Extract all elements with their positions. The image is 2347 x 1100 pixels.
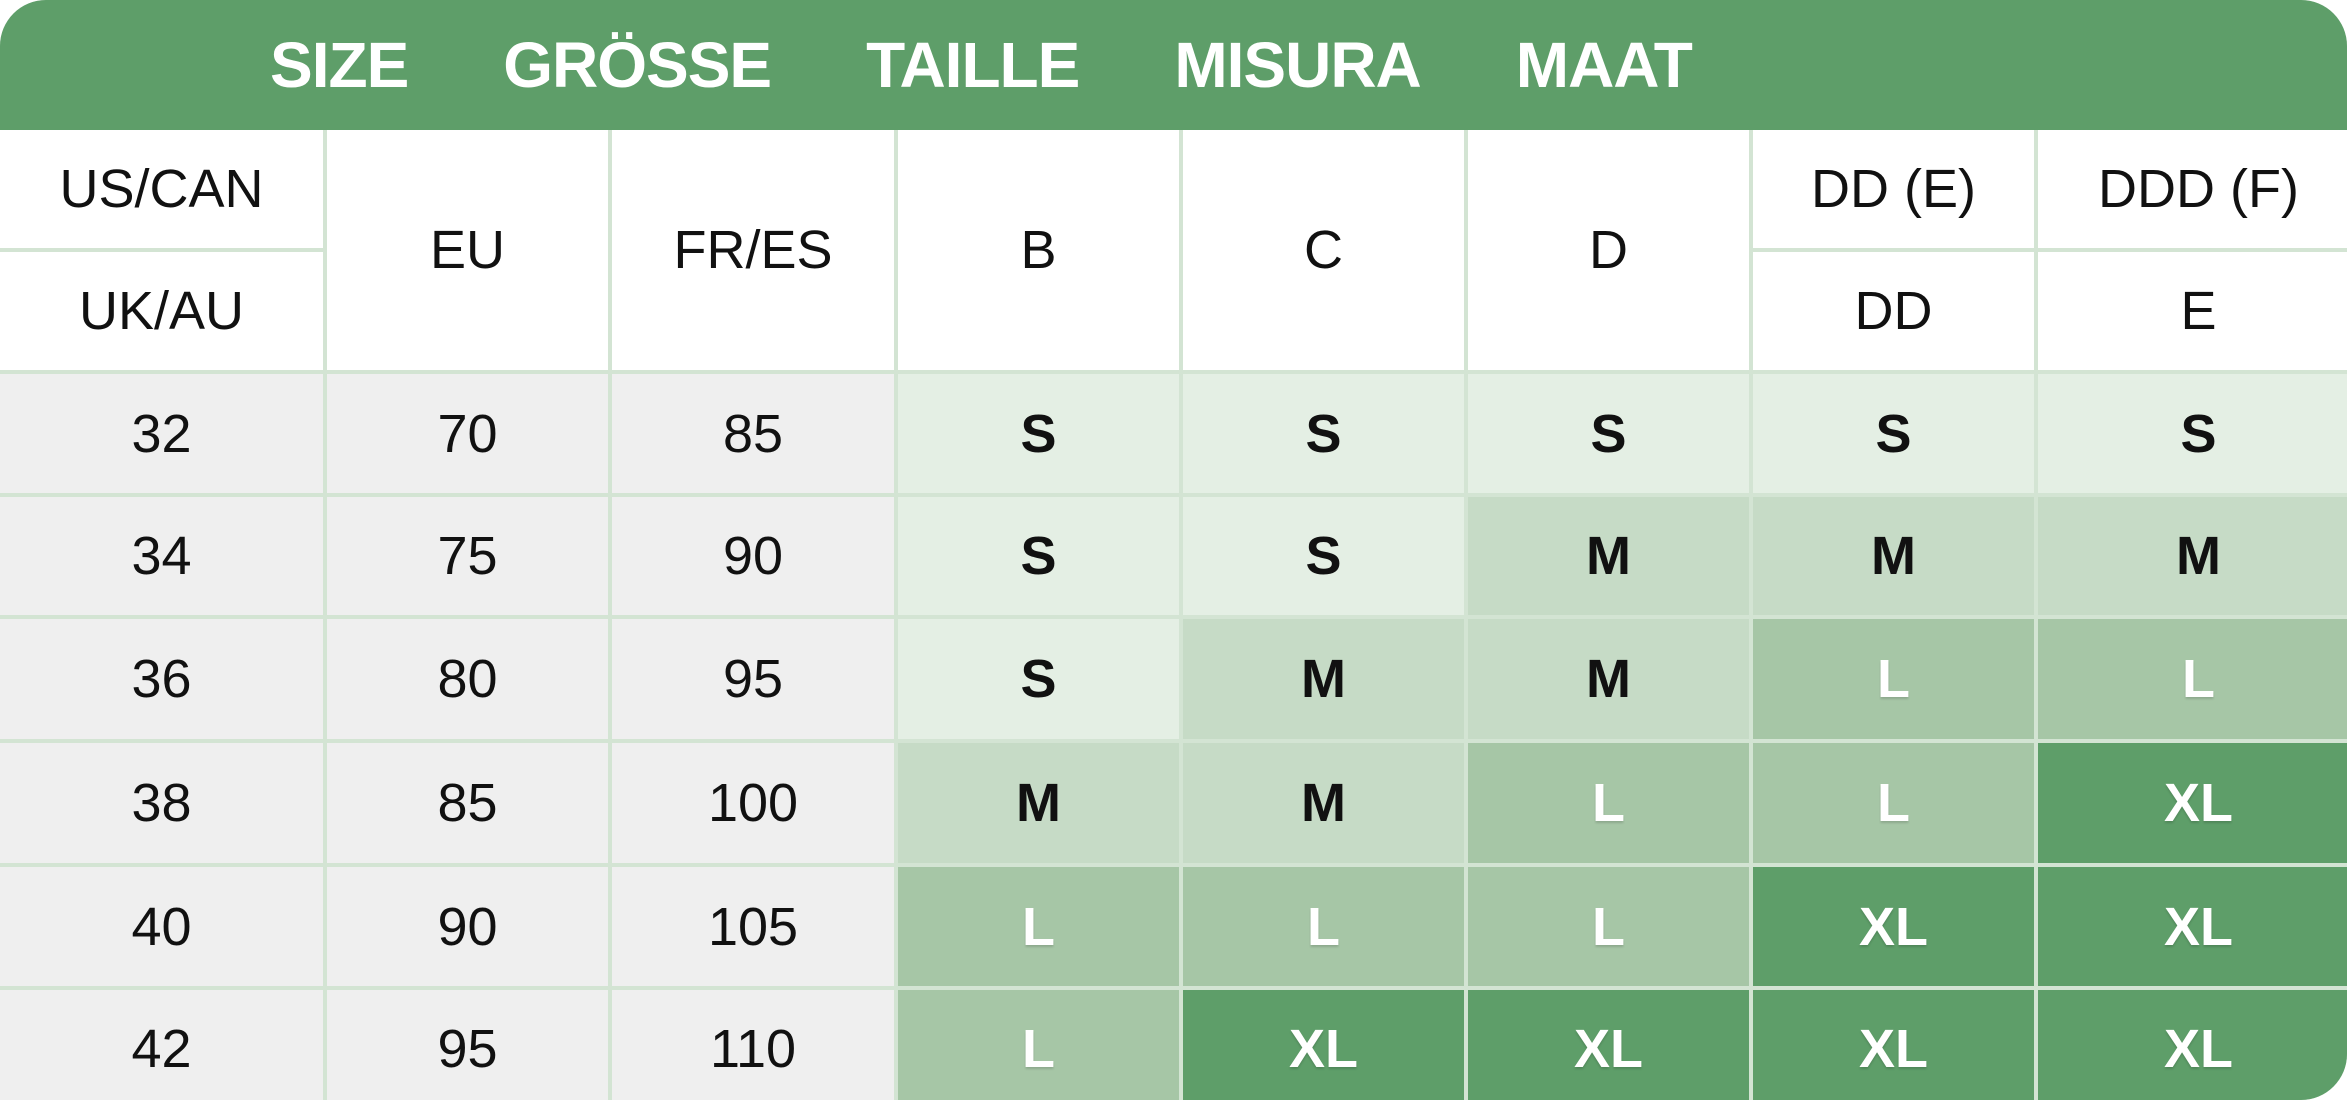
eu-size: 80 <box>327 619 608 739</box>
band-size: 34 <box>0 497 323 615</box>
header-cup-dd-e: DD (E) <box>1753 130 2034 248</box>
size-cell: S <box>898 374 1179 493</box>
eu-size: 95 <box>327 990 608 1100</box>
header-cup-c: C <box>1183 130 1464 370</box>
eu-size: 70 <box>327 374 608 493</box>
size-cell: XL <box>1468 990 1749 1100</box>
header-cup-e: E <box>2038 252 2347 370</box>
size-cell: M <box>1183 743 1464 863</box>
header-cup-ddd-f: DDD (F) <box>2038 130 2347 248</box>
size-cell: M <box>1468 497 1749 615</box>
band-size: 40 <box>0 867 323 986</box>
fr-es-size: 105 <box>612 867 894 986</box>
size-cell: L <box>1468 867 1749 986</box>
size-cell: L <box>1753 743 2034 863</box>
size-cell: M <box>2038 497 2347 615</box>
fr-es-size: 110 <box>612 990 894 1100</box>
header-fr-es: FR/ES <box>612 130 894 370</box>
size-cell: S <box>1183 374 1464 493</box>
size-cell: L <box>1468 743 1749 863</box>
size-cell: S <box>898 619 1179 739</box>
eu-size: 85 <box>327 743 608 863</box>
header-uk-au: UK/AU <box>0 252 323 370</box>
size-cell: S <box>2038 374 2347 493</box>
band-size: 32 <box>0 374 323 493</box>
size-cell: M <box>898 743 1179 863</box>
size-table: US/CAN UK/AU EU FR/ES B C D DD (E) DD DD… <box>0 130 2347 1100</box>
eu-size: 90 <box>327 867 608 986</box>
title-band: SIZE GRÖSSE TAILLE MISURA MAAT <box>0 0 2347 130</box>
title-0: SIZE <box>270 29 409 101</box>
header-cup-dd: DD <box>1753 252 2034 370</box>
fr-es-size: 90 <box>612 497 894 615</box>
size-cell: XL <box>2038 743 2347 863</box>
eu-size: 75 <box>327 497 608 615</box>
size-cell: S <box>1753 374 2034 493</box>
size-cell: XL <box>1183 990 1464 1100</box>
size-cell: S <box>1468 374 1749 493</box>
fr-es-size: 95 <box>612 619 894 739</box>
size-cell: XL <box>2038 990 2347 1100</box>
title-4: MAAT <box>1515 29 1693 101</box>
size-cell: M <box>1183 619 1464 739</box>
size-cell: L <box>2038 619 2347 739</box>
header-us-can: US/CAN <box>0 130 323 248</box>
header-cup-d: D <box>1468 130 1749 370</box>
fr-es-size: 100 <box>612 743 894 863</box>
size-cell: L <box>1753 619 2034 739</box>
header-eu: EU <box>327 130 608 370</box>
header-cup-b: B <box>898 130 1179 370</box>
size-cell: XL <box>2038 867 2347 986</box>
size-cell: S <box>898 497 1179 615</box>
title-3: MISURA <box>1174 29 1421 101</box>
band-size: 38 <box>0 743 323 863</box>
size-cell: M <box>1468 619 1749 739</box>
fr-es-size: 85 <box>612 374 894 493</box>
band-size: 36 <box>0 619 323 739</box>
band-size: 42 <box>0 990 323 1100</box>
size-cell: L <box>1183 867 1464 986</box>
title-2: TAILLE <box>866 29 1080 101</box>
size-cell: L <box>898 990 1179 1100</box>
title-1: GRÖSSE <box>503 29 772 101</box>
size-cell: L <box>898 867 1179 986</box>
size-cell: XL <box>1753 990 2034 1100</box>
size-cell: M <box>1753 497 2034 615</box>
size-cell: XL <box>1753 867 2034 986</box>
size-cell: S <box>1183 497 1464 615</box>
